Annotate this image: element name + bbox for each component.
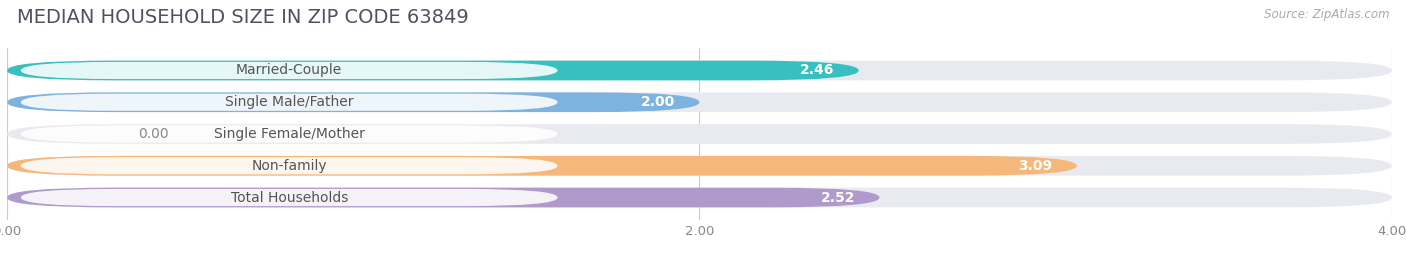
Text: MEDIAN HOUSEHOLD SIZE IN ZIP CODE 63849: MEDIAN HOUSEHOLD SIZE IN ZIP CODE 63849 xyxy=(17,8,468,27)
FancyBboxPatch shape xyxy=(7,156,1392,176)
FancyBboxPatch shape xyxy=(21,62,558,79)
FancyBboxPatch shape xyxy=(21,157,558,174)
Text: 2.52: 2.52 xyxy=(821,191,855,204)
FancyBboxPatch shape xyxy=(7,61,859,80)
FancyBboxPatch shape xyxy=(7,92,700,112)
Text: 3.09: 3.09 xyxy=(1018,159,1053,173)
Text: Source: ZipAtlas.com: Source: ZipAtlas.com xyxy=(1264,8,1389,21)
FancyBboxPatch shape xyxy=(21,189,558,206)
FancyBboxPatch shape xyxy=(7,188,1392,207)
FancyBboxPatch shape xyxy=(7,188,880,207)
FancyBboxPatch shape xyxy=(7,92,1392,112)
Text: Married-Couple: Married-Couple xyxy=(236,64,342,77)
FancyBboxPatch shape xyxy=(7,156,1077,176)
Text: 0.00: 0.00 xyxy=(139,127,169,141)
Text: Total Households: Total Households xyxy=(231,191,347,204)
FancyBboxPatch shape xyxy=(7,61,1392,80)
FancyBboxPatch shape xyxy=(21,125,558,143)
Text: Single Female/Mother: Single Female/Mother xyxy=(214,127,364,141)
Text: Non-family: Non-family xyxy=(252,159,328,173)
Text: Single Male/Father: Single Male/Father xyxy=(225,95,353,109)
FancyBboxPatch shape xyxy=(7,124,1392,144)
Text: 2.00: 2.00 xyxy=(641,95,675,109)
FancyBboxPatch shape xyxy=(21,94,558,111)
Text: 2.46: 2.46 xyxy=(800,64,835,77)
